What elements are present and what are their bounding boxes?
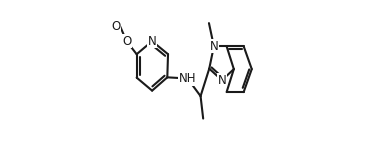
Text: NH: NH (179, 72, 196, 85)
Text: N: N (218, 74, 226, 87)
Text: N: N (148, 35, 156, 48)
Text: N: N (209, 40, 218, 53)
Text: O: O (122, 35, 131, 48)
Text: O: O (111, 20, 120, 33)
